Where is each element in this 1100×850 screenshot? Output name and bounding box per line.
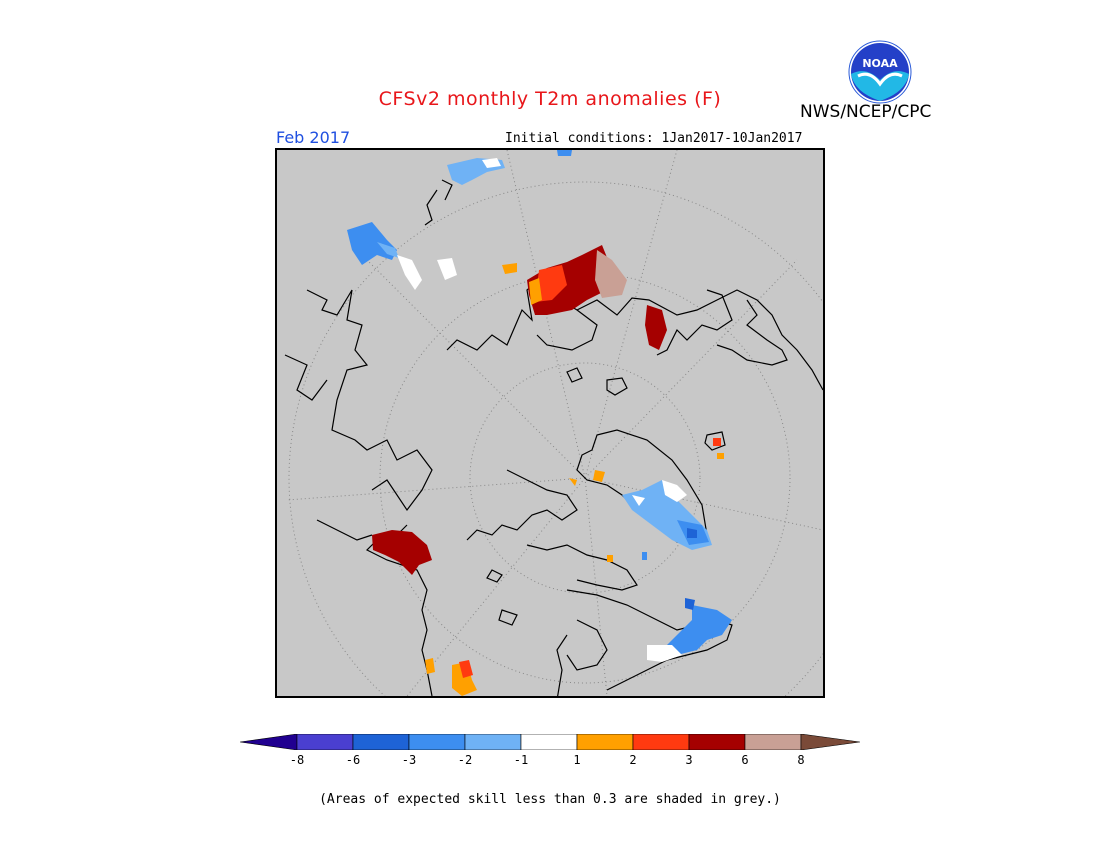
polar-map [275, 148, 825, 698]
anomaly-patch [452, 662, 477, 696]
anomaly-patch [502, 263, 517, 274]
svg-text:NOAA: NOAA [862, 57, 898, 70]
anomaly-patch [425, 658, 435, 674]
anomaly-patch [685, 598, 695, 610]
anomaly-patch [632, 495, 645, 506]
initial-conditions: Initial conditions: 1Jan2017-10Jan2017 [505, 131, 803, 146]
anomaly-patch [529, 278, 542, 305]
anomaly-patch [593, 470, 605, 482]
color-legend [239, 733, 861, 751]
noaa-logo: NOAA [848, 40, 912, 104]
anomaly-patch [642, 552, 647, 560]
anomaly-patch [645, 305, 667, 350]
legend-swatch [520, 733, 578, 751]
legend-swatch [576, 733, 634, 751]
forecast-month: Feb 2017 [276, 128, 351, 147]
coastlines [284, 179, 823, 696]
legend-tick-labels: -8 -6 -3 -2 -1 1 2 3 6 8 [240, 753, 860, 769]
legend-tick-label: 1 [573, 753, 581, 767]
anomaly-patch [647, 645, 682, 662]
legend-tick-label: -1 [513, 753, 529, 767]
anomaly-patch [397, 255, 422, 290]
anomaly-patch [347, 222, 397, 265]
chart-title: CFSv2 monthly T2m anomalies (F) [378, 88, 722, 110]
legend-tick-label: -3 [401, 753, 417, 767]
legend-tick-label: -8 [289, 753, 305, 767]
legend-swatch [239, 733, 298, 751]
anomaly-patch [459, 660, 473, 678]
anomaly-patch [372, 530, 432, 575]
legend-swatch [800, 733, 861, 751]
legend-tick-label: -2 [457, 753, 473, 767]
legend-tick-label: 8 [797, 753, 805, 767]
anomaly-patch [717, 453, 724, 459]
legend-swatch [688, 733, 746, 751]
anomaly-patch [535, 265, 567, 302]
anomaly-patch [377, 242, 399, 258]
anomaly-patch [557, 150, 572, 156]
anomaly-patch [569, 478, 577, 486]
legend-swatch [632, 733, 690, 751]
skill-footnote: (Areas of expected skill less than 0.3 a… [319, 792, 781, 807]
anomaly-patch [482, 158, 501, 168]
legend-tick-label: -6 [345, 753, 361, 767]
anomaly-patch [437, 258, 457, 280]
anomaly-patch [662, 480, 687, 502]
agency-label: NWS/NCEP/CPC [800, 102, 932, 122]
anomaly-patch [607, 555, 613, 562]
anomaly-patch [595, 250, 627, 298]
anomaly-patch [713, 438, 721, 446]
legend-tick-label: 2 [629, 753, 637, 767]
anomaly-patch [687, 528, 697, 538]
legend-tick-label: 6 [741, 753, 749, 767]
legend-tick-label: 3 [685, 753, 693, 767]
legend-swatch [296, 733, 354, 751]
legend-swatch [352, 733, 410, 751]
anomaly-patches [347, 150, 732, 696]
legend-swatch [464, 733, 522, 751]
legend-swatch [744, 733, 802, 751]
legend-swatch [408, 733, 466, 751]
anomaly-patch [667, 605, 732, 655]
